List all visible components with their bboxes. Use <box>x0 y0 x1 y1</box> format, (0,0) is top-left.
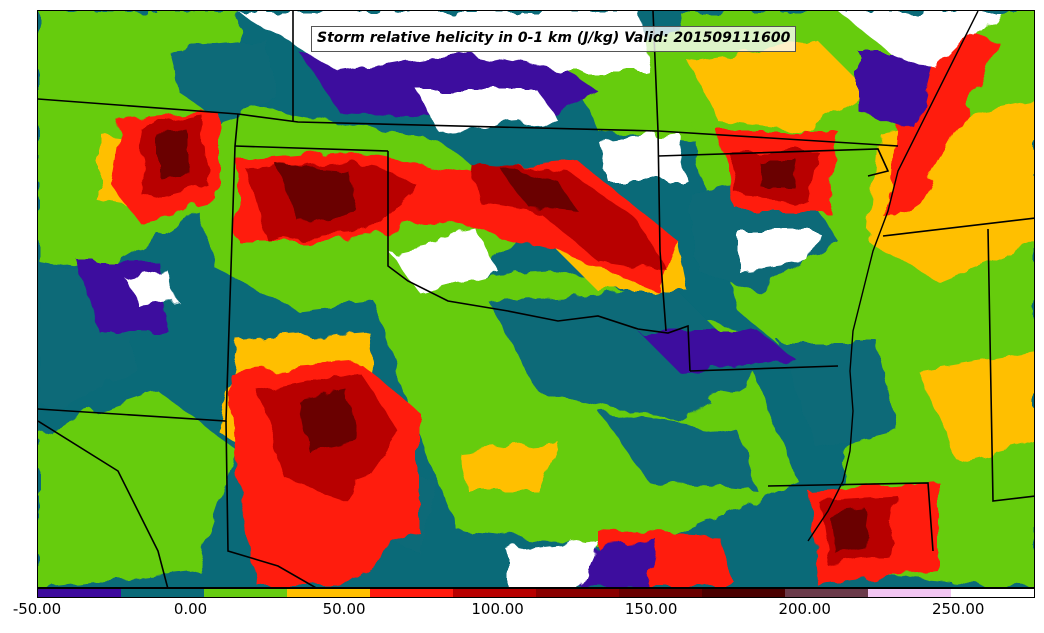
colorbar-tick-labels: -50.00 0.00 50.00 100.00 150.00 200.00 250.00 <box>0 600 1044 624</box>
colorbar-segment <box>121 589 204 597</box>
colorbar-segment <box>370 589 453 597</box>
mississippi-river <box>807 11 979 542</box>
colorbar-segment <box>702 589 785 597</box>
colorbar-tick-label: 0.00 <box>173 600 208 618</box>
colorbar-segment <box>453 589 536 597</box>
colorbar-segment <box>868 589 951 597</box>
colorbar-segment <box>204 589 287 597</box>
colorbar-segment <box>619 589 702 597</box>
contour-fills <box>38 11 1034 587</box>
colorbar-tick-label: 200.00 <box>778 600 831 618</box>
helicity-contour-map <box>38 11 1034 587</box>
colorbar-segment <box>951 589 1034 597</box>
colorbar-segment <box>38 589 121 597</box>
colorbar-segment <box>536 589 619 597</box>
colorbar-tick-label: -50.00 <box>12 600 62 618</box>
colorbar-tick-label: 100.00 <box>471 600 524 618</box>
colorbar-tick-label: 50.00 <box>322 600 366 618</box>
colorbar-tick-label: 150.00 <box>624 600 678 618</box>
map-title: Storm relative helicity in 0-1 km (J/kg)… <box>311 26 797 52</box>
colorbar-tick-label: 250.00 <box>931 600 985 618</box>
map-panel: Storm relative helicity in 0-1 km (J/kg)… <box>37 10 1035 588</box>
colorbar-segment <box>287 589 370 597</box>
contour-band-neg25-0 <box>38 41 898 551</box>
state-boundaries <box>38 11 1034 587</box>
colorbar-segment <box>785 589 868 597</box>
colorbar <box>37 588 1035 598</box>
contour-band-100-150 <box>158 131 868 551</box>
